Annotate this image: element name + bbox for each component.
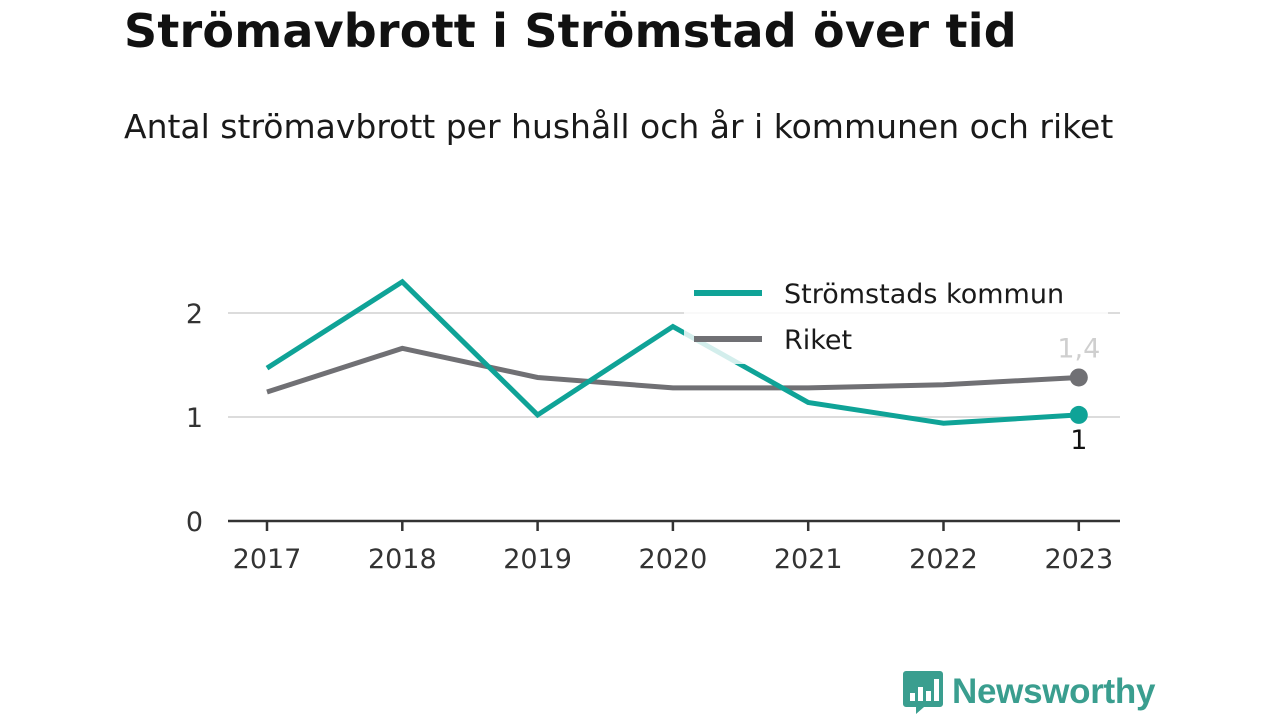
x-axis: 2017 2018 2019 2020 2021 2022 2023 bbox=[228, 519, 1120, 575]
end-value-label: 1,4 bbox=[1057, 333, 1100, 364]
bar-chart-speech-bubble-icon bbox=[903, 671, 943, 714]
end-value-label: 1 bbox=[1070, 425, 1087, 456]
series-line bbox=[265, 278, 1079, 426]
x-tick-label: 2023 bbox=[1044, 544, 1113, 575]
brand-name: Newsworthy bbox=[952, 672, 1156, 711]
x-tick-label: 2022 bbox=[909, 544, 978, 575]
legend-background bbox=[684, 268, 1108, 364]
y-tick-label: 1 bbox=[186, 403, 203, 434]
end-point-marker bbox=[1069, 368, 1088, 387]
x-tick-label: 2021 bbox=[774, 544, 843, 575]
newsworthy-logo: Newsworthy bbox=[902, 668, 1155, 716]
y-tick-label: 0 bbox=[186, 507, 203, 538]
end-point-marker bbox=[1069, 405, 1088, 424]
legend: Strömstads kommun Riket bbox=[684, 268, 1108, 364]
end-markers: 11,4 bbox=[1057, 333, 1100, 455]
y-tick-label: 2 bbox=[186, 299, 203, 330]
x-tick-label: 2020 bbox=[639, 544, 708, 575]
chart-subtitle: Antal strömavbrott per hushåll och år i … bbox=[124, 107, 1114, 146]
x-tick-label: 2017 bbox=[233, 544, 302, 575]
legend-label: Strömstads kommun bbox=[784, 279, 1064, 310]
legend-label: Riket bbox=[784, 325, 852, 356]
series-lines bbox=[265, 278, 1079, 426]
series-line bbox=[266, 345, 1079, 395]
x-tick-label: 2019 bbox=[503, 544, 572, 575]
chart-title: Strömavbrott i Strömstad över tid bbox=[124, 4, 1017, 58]
y-axis-ticks: 0 1 2 bbox=[186, 299, 203, 538]
x-tick-label: 2018 bbox=[368, 544, 437, 575]
